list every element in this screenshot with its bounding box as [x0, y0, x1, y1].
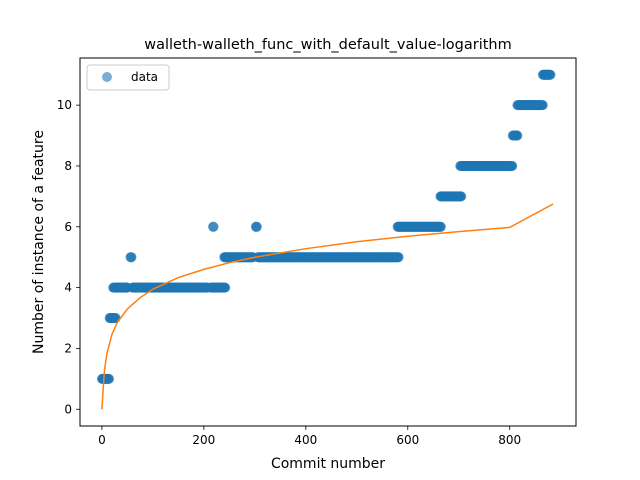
- y-tick-label: 10: [57, 98, 72, 112]
- chart-title: walleth-walleth_func_with_default_value-…: [144, 37, 511, 53]
- y-tick-label: 0: [64, 402, 72, 416]
- y-axis-label: Number of instance of a feature: [31, 130, 47, 354]
- data-point: [110, 313, 121, 324]
- legend-marker-data: [102, 72, 112, 82]
- y-tick-label: 8: [64, 159, 72, 173]
- legend-box: [86, 64, 170, 91]
- axes-frame: [79, 57, 577, 427]
- y-axis-ticks: 0 2 4 6 8 10: [57, 98, 80, 416]
- x-tick-label: 0: [98, 433, 106, 447]
- y-tick-label: 4: [64, 281, 72, 295]
- x-axis-label: Commit number: [271, 456, 385, 472]
- x-tick-label: 200: [192, 433, 215, 447]
- data-point: [456, 191, 467, 202]
- data-point: [208, 221, 219, 232]
- y-tick-label: 2: [64, 341, 72, 355]
- x-tick-label: 400: [294, 433, 317, 447]
- data-point: [393, 252, 404, 263]
- data-point: [220, 282, 231, 293]
- x-axis-ticks: 0 200 400 600 800: [98, 426, 521, 447]
- x-tick-label: 800: [498, 433, 521, 447]
- plot-area: [96, 69, 556, 410]
- data-point: [251, 221, 262, 232]
- data-point: [126, 252, 137, 263]
- data-point: [507, 160, 518, 171]
- data-point: [104, 373, 115, 384]
- data-point: [512, 130, 523, 141]
- legend-label-data: data: [131, 70, 158, 84]
- x-tick-label: 600: [396, 433, 419, 447]
- data-point: [537, 100, 548, 111]
- fit-line: [101, 203, 554, 410]
- data-point: [435, 221, 446, 232]
- y-tick-label: 6: [64, 220, 72, 234]
- legend: data: [86, 64, 170, 91]
- data-point: [545, 69, 556, 80]
